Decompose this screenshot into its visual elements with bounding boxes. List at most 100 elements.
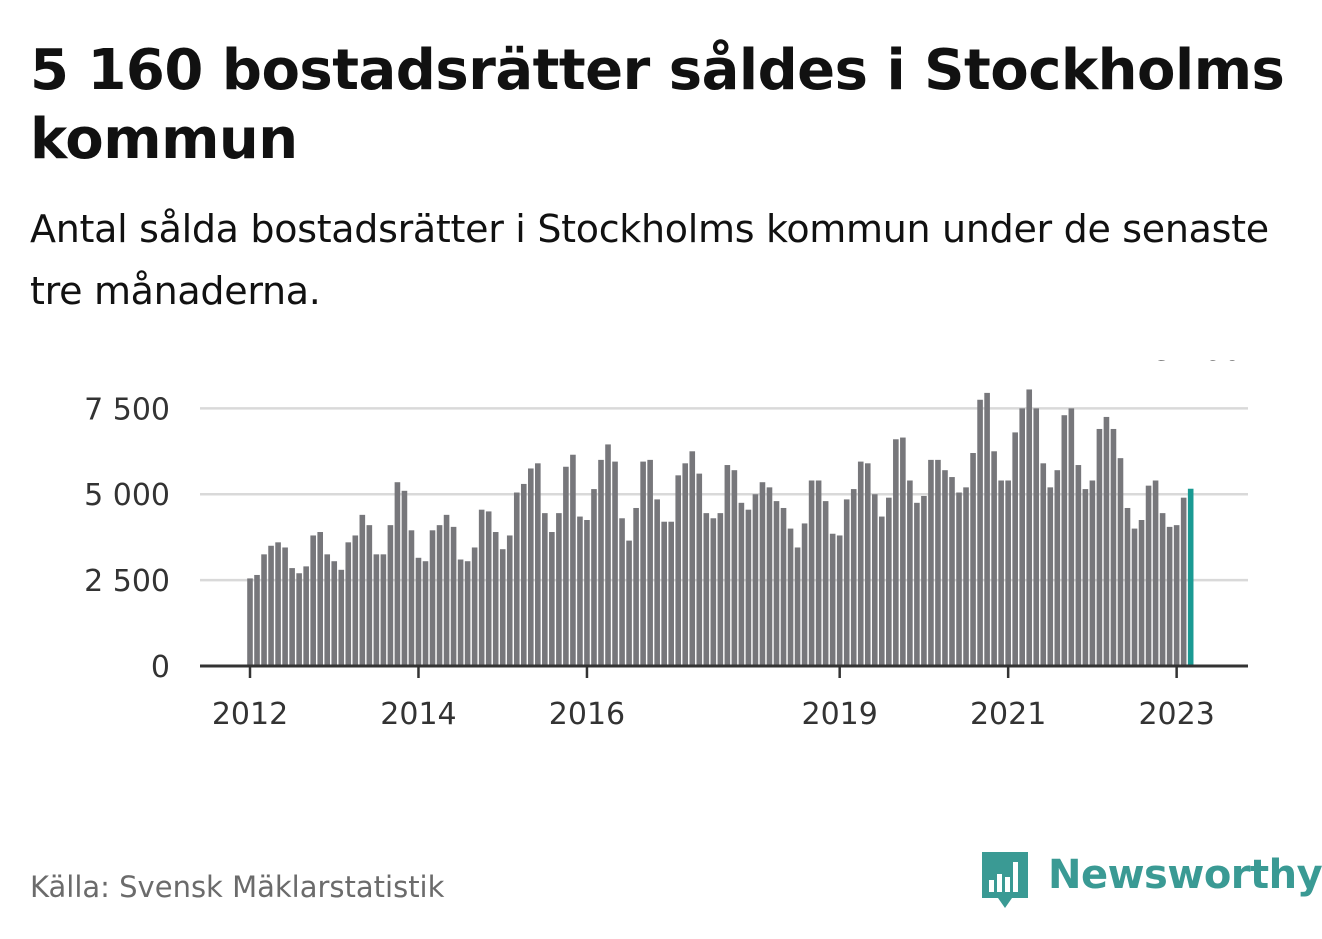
x-tick-label: 2014 <box>380 697 456 732</box>
bar <box>780 507 787 666</box>
bar <box>843 499 850 666</box>
bar <box>619 518 625 666</box>
bar <box>661 521 667 666</box>
bar <box>1124 507 1131 666</box>
bar <box>598 459 604 666</box>
x-tick-label: 2021 <box>970 697 1046 732</box>
brand-name: Newsworthy <box>1048 852 1322 898</box>
newsworthy-bar-chart-icon <box>982 852 1028 908</box>
bar <box>254 574 260 666</box>
brand[interactable]: Newsworthy <box>978 850 1322 910</box>
y-tick-label: 5 000 <box>84 478 170 513</box>
bar <box>450 526 457 666</box>
bar <box>921 495 927 666</box>
bar <box>1131 528 1138 666</box>
bar <box>879 516 885 666</box>
bar <box>457 559 464 666</box>
bar <box>268 545 274 666</box>
bar <box>808 480 815 666</box>
bar <box>1054 470 1061 666</box>
bar <box>612 461 618 666</box>
bar <box>696 473 703 666</box>
bar <box>338 569 345 666</box>
bar <box>1180 497 1187 666</box>
bar <box>570 454 576 666</box>
bar <box>1012 432 1018 666</box>
bar <box>303 566 309 666</box>
bar <box>1075 465 1082 666</box>
bar <box>654 499 660 666</box>
bar <box>1159 513 1166 666</box>
bar <box>1096 428 1103 666</box>
x-tick-label: 2019 <box>802 697 878 732</box>
bar <box>331 561 338 666</box>
bar <box>822 501 829 666</box>
x-axis-ticks: 2012 2014 2016 2019 2021 2023 <box>212 666 1215 732</box>
bar <box>963 487 969 666</box>
bar <box>759 482 766 666</box>
bar <box>261 554 267 666</box>
bar <box>942 470 948 666</box>
bar <box>1103 416 1110 666</box>
bar <box>647 459 653 666</box>
bar <box>1040 463 1047 666</box>
bar <box>675 475 682 666</box>
bar <box>1005 480 1011 666</box>
bar <box>766 487 773 666</box>
bar <box>317 532 323 666</box>
bar <box>1145 485 1152 666</box>
bar <box>1138 520 1145 666</box>
bar <box>275 542 281 666</box>
bar <box>513 492 520 666</box>
bar <box>1152 480 1159 666</box>
bars <box>247 389 1194 666</box>
bar <box>478 509 485 666</box>
bar <box>310 535 316 666</box>
latest-value-label: 5 160 <box>1153 360 1242 368</box>
bar <box>689 451 696 666</box>
bar <box>471 547 478 666</box>
bar <box>1110 428 1117 666</box>
bar <box>401 490 408 666</box>
bar <box>1061 415 1068 666</box>
bar <box>703 513 710 666</box>
bar <box>829 533 836 666</box>
chart-subtitle: Antal sålda bostadsrätter i Stockholms k… <box>30 207 1269 313</box>
bar <box>857 461 864 666</box>
bar <box>935 459 941 666</box>
bar <box>886 497 892 666</box>
bar <box>956 492 962 666</box>
bar-chart: 0 2 500 5 000 7 500 2012 2014 2016 2019 2021 202… <box>84 360 1248 732</box>
bar <box>977 399 983 666</box>
bar <box>724 465 731 666</box>
bar <box>850 489 857 666</box>
bar <box>387 525 394 666</box>
bar <box>436 525 443 666</box>
bar <box>949 477 955 666</box>
bar <box>584 520 590 666</box>
bar <box>1166 526 1173 666</box>
x-tick-label: 2012 <box>212 697 288 732</box>
bar <box>443 514 450 666</box>
bar <box>1173 525 1180 666</box>
source-note: Källa: Svensk Mäklarstatistik <box>30 870 445 904</box>
bar <box>984 392 990 666</box>
y-tick-label: 2 500 <box>84 564 170 599</box>
bar <box>1068 408 1075 666</box>
bar <box>485 511 492 666</box>
bar <box>907 480 913 666</box>
bar <box>528 468 534 666</box>
bar <box>640 461 646 666</box>
bar <box>591 489 597 666</box>
bar <box>556 513 562 666</box>
bar <box>542 513 548 666</box>
bar <box>668 521 674 666</box>
bar <box>1026 389 1033 666</box>
y-tick-label: 0 <box>151 650 170 685</box>
bar <box>289 568 295 666</box>
bar <box>710 518 717 666</box>
bar <box>794 547 801 666</box>
bar <box>787 528 794 666</box>
bar <box>752 494 759 666</box>
bar <box>626 540 632 666</box>
